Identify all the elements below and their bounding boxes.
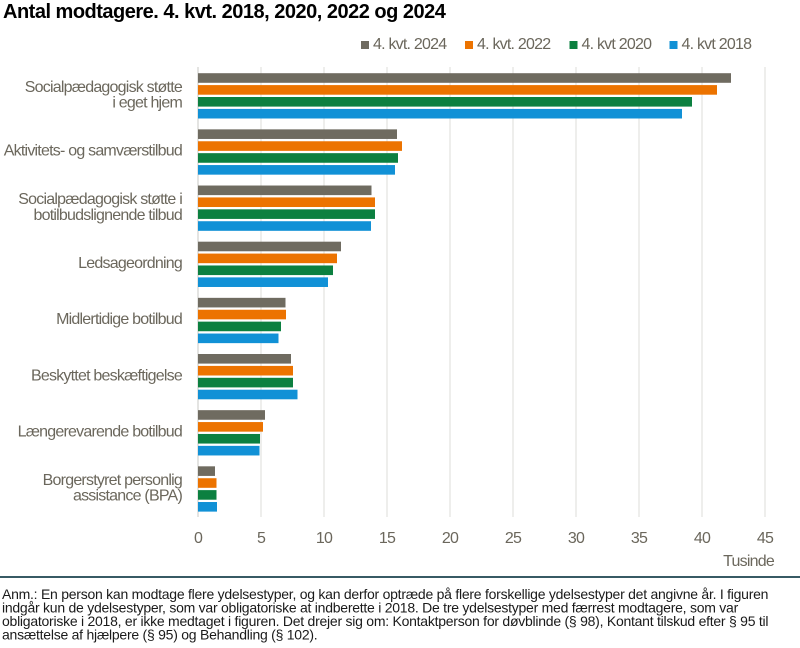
svg-text:20: 20 xyxy=(442,530,459,547)
svg-text:5: 5 xyxy=(257,530,266,547)
svg-text:Socialpædagogisk støtte i: Socialpædagogisk støtte i xyxy=(18,191,182,208)
svg-text:obligatoriske i 2018, er ikke: obligatoriske i 2018, er ikke medtaget i… xyxy=(2,613,768,629)
svg-text:Midlertidige botilbud: Midlertidige botilbud xyxy=(56,311,182,328)
svg-text:Aktivitets- og samværstilbud: Aktivitets- og samværstilbud xyxy=(4,143,182,160)
svg-text:4. kvt. 2024: 4. kvt. 2024 xyxy=(373,36,447,53)
svg-text:Længerevarende botilbud: Længerevarende botilbud xyxy=(18,424,182,441)
svg-text:Tusinde: Tusinde xyxy=(723,553,775,570)
svg-text:4. kvt 2020: 4. kvt 2020 xyxy=(582,36,653,53)
svg-text:ansættelse af hjælpere (§ 95): ansættelse af hjælpere (§ 95) og Behandl… xyxy=(2,627,317,643)
svg-text:40: 40 xyxy=(694,530,711,547)
svg-text:i eget hjem: i eget hjem xyxy=(112,95,182,112)
svg-text:Socialpædagogisk støtte: Socialpædagogisk støtte xyxy=(25,79,183,96)
svg-text:35: 35 xyxy=(631,530,648,547)
svg-text:Ledsageordning: Ledsageordning xyxy=(78,255,182,272)
svg-text:30: 30 xyxy=(568,530,585,547)
svg-text:Anm.: En person kan modtage fl: Anm.: En person kan modtage flere ydelse… xyxy=(2,586,768,602)
svg-text:4. kvt 2018: 4. kvt 2018 xyxy=(682,36,753,53)
svg-text:4. kvt. 2022: 4. kvt. 2022 xyxy=(477,36,551,53)
svg-text:0: 0 xyxy=(194,530,203,547)
svg-text:Borgerstyret personlig: Borgerstyret personlig xyxy=(43,472,182,489)
svg-text:45: 45 xyxy=(757,530,774,547)
svg-text:Beskyttet beskæftigelse: Beskyttet beskæftigelse xyxy=(31,367,183,384)
svg-text:indgår kun de ydelsestyper, so: indgår kun de ydelsestyper, som var obli… xyxy=(2,600,739,616)
svg-text:botilbudslignende tilbud: botilbudslignende tilbud xyxy=(33,207,182,224)
svg-text:25: 25 xyxy=(505,530,522,547)
svg-text:10: 10 xyxy=(316,530,333,547)
svg-text:assistance (BPA): assistance (BPA) xyxy=(73,488,182,505)
svg-text:15: 15 xyxy=(379,530,396,547)
svg-text:Antal modtagere. 4. kvt. 2018,: Antal modtagere. 4. kvt. 2018, 2020, 202… xyxy=(3,1,447,23)
